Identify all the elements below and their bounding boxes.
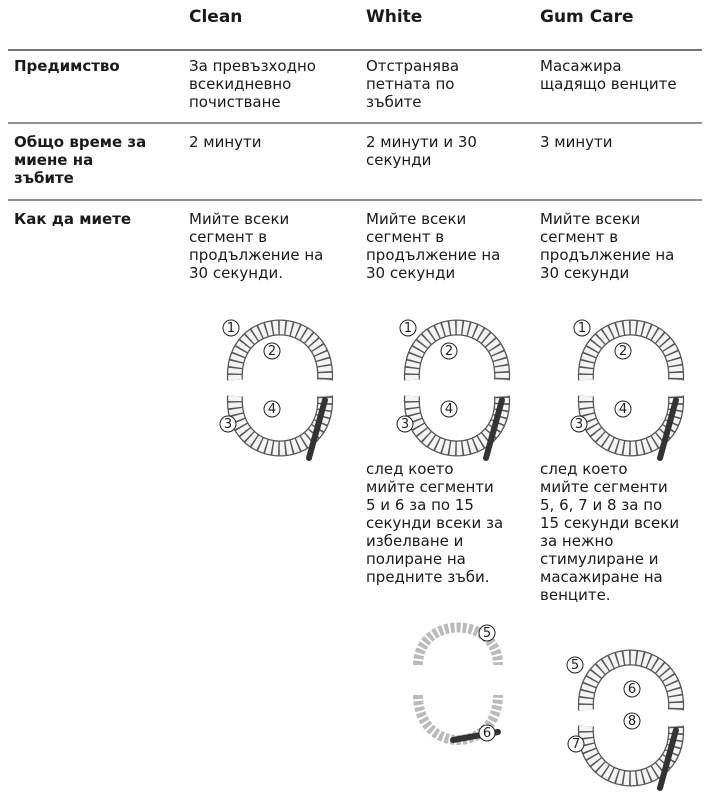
segment-number: 5 bbox=[483, 626, 491, 641]
segment-number: 3 bbox=[575, 417, 583, 432]
brushing-diagram: 5 6 7 8 bbox=[566, 649, 685, 791]
segment-badge bbox=[567, 735, 585, 753]
cell-text: 2 минути bbox=[189, 133, 262, 151]
arch bbox=[579, 650, 683, 711]
column-header: Clean bbox=[189, 7, 243, 27]
segment-number: 3 bbox=[224, 417, 232, 432]
toothbrush bbox=[306, 397, 328, 461]
segment-badge bbox=[478, 624, 496, 642]
segment-number: 2 bbox=[268, 344, 276, 359]
cell-text: Мийте всеки сегмент в продължение на 30 … bbox=[540, 210, 675, 282]
segment-badge bbox=[573, 319, 591, 337]
segment-number: 7 bbox=[572, 737, 580, 752]
segment-badge bbox=[440, 400, 458, 418]
segment-badge bbox=[396, 415, 414, 433]
cell-text: Отстранява петната по зъбите bbox=[366, 57, 460, 111]
cell-text: след което мийте сегменти 5, 6, 7 и 8 за… bbox=[540, 460, 680, 604]
toothbrush bbox=[657, 727, 679, 791]
brushing-diagram: 1 2 3 4 bbox=[570, 319, 685, 461]
column-header: White bbox=[366, 7, 423, 27]
segment-badge bbox=[623, 680, 641, 698]
segment-badge bbox=[566, 656, 584, 674]
segment-badge bbox=[623, 712, 641, 730]
arch bbox=[228, 320, 332, 381]
segment-number: 2 bbox=[619, 344, 627, 359]
brushing-diagram: 1 2 3 4 bbox=[219, 319, 334, 461]
segment-number: 2 bbox=[445, 344, 453, 359]
segment-number: 1 bbox=[404, 321, 412, 336]
arch bbox=[405, 320, 509, 381]
cell-text: 2 минути и 30 секунди bbox=[366, 133, 477, 169]
segment-number: 1 bbox=[578, 321, 586, 336]
segment-badge bbox=[440, 342, 458, 360]
segment-badge bbox=[614, 342, 632, 360]
segment-number: 4 bbox=[268, 402, 276, 417]
segment-number: 4 bbox=[619, 402, 627, 417]
segment-badge bbox=[614, 400, 632, 418]
arch bbox=[579, 320, 683, 381]
segment-number: 5 bbox=[571, 658, 579, 673]
segment-badge bbox=[570, 415, 588, 433]
segment-number: 6 bbox=[628, 682, 636, 697]
cell-text: За превъзходно всекидневно почистване bbox=[189, 57, 316, 111]
segment-badge bbox=[263, 400, 281, 418]
segment-number: 4 bbox=[445, 402, 453, 417]
cell-text: Мийте всеки сегмент в продължение на 30 … bbox=[366, 210, 501, 282]
segment-badge bbox=[222, 319, 240, 337]
brushing-diagram: 56 bbox=[413, 622, 503, 745]
arch bbox=[413, 622, 503, 666]
cell-text: Масажира щадящо венците bbox=[540, 57, 677, 93]
column-header: Gum Care bbox=[540, 7, 634, 27]
toothbrush bbox=[657, 397, 679, 461]
row-label: Как да миете bbox=[14, 210, 132, 228]
row-label: Предимство bbox=[14, 57, 120, 75]
segment-badge bbox=[219, 415, 237, 433]
cell-text: 3 минути bbox=[540, 133, 613, 151]
cell-text: след което мийте сегменти 5 и 6 за по 15… bbox=[366, 460, 504, 586]
segment-badge bbox=[263, 342, 281, 360]
row-label: Общо време за миене на зъбите bbox=[14, 133, 147, 187]
toothbrush bbox=[483, 397, 505, 461]
segment-number: 6 bbox=[483, 726, 491, 741]
segment-badge bbox=[478, 724, 496, 742]
segment-number: 3 bbox=[401, 417, 409, 432]
cell-text: Мийте всеки сегмент в продължение на 30 … bbox=[189, 210, 324, 282]
segment-number: 1 bbox=[227, 321, 235, 336]
segment-badge bbox=[399, 319, 417, 337]
brushing-diagram: 1 2 3 4 bbox=[396, 319, 511, 461]
segment-number: 8 bbox=[628, 714, 636, 729]
